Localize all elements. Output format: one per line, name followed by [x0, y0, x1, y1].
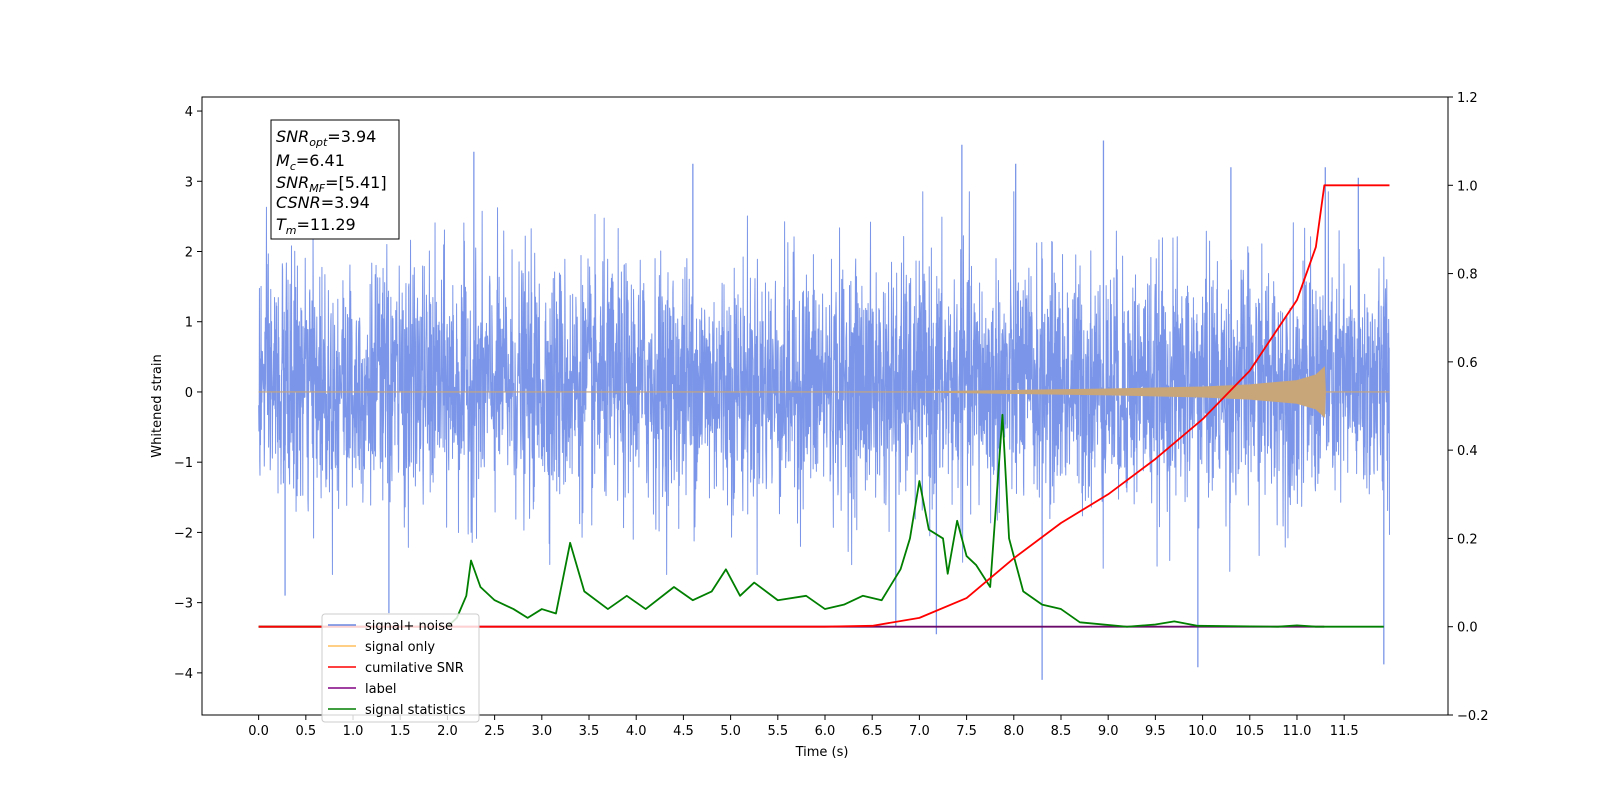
x-tick-label: 0.5: [295, 724, 316, 739]
info-box-frame: [270, 119, 400, 240]
info-line-snr-opt: SNRopt=3.94: [276, 127, 376, 149]
x-tick-label: 3.0: [531, 724, 552, 739]
y-tick-label: 1: [185, 316, 193, 331]
legend-label-signal-noise: signal+ noise: [365, 619, 453, 634]
info-line-merger-time: Tm=11.29: [276, 215, 356, 237]
x-tick-label: 6.0: [815, 724, 836, 739]
x-tick-label: 10.5: [1235, 724, 1264, 739]
legend-frame: [321, 613, 480, 723]
signal-statistics-series: [258, 413, 1384, 628]
x-tick-label: 9.0: [1098, 724, 1119, 739]
legend-label-signal-statistics: signal statistics: [365, 703, 466, 718]
y-tick-label: −4: [174, 667, 193, 682]
signal-only-envelope: [258, 366, 1390, 418]
x-tick-label: 10.0: [1188, 724, 1217, 739]
y-tick-label: 3: [185, 175, 193, 190]
x-tick-label: 11.5: [1330, 724, 1359, 739]
legend-label-signal-only: signal only: [365, 640, 435, 655]
y-axis-ticks: 4 3 2 1 0 −1 −2 −3 −4: [174, 105, 202, 682]
y2-tick-label: −0.2: [1457, 709, 1489, 724]
y2-tick-label: 0.0: [1457, 621, 1478, 636]
cumulative-snr-series: [258, 184, 1390, 628]
x-tick-label: 5.5: [767, 724, 788, 739]
info-box: SNRopt=3.94 Mc=6.41 SNRMF=[5.41] CSNR=3.…: [270, 119, 400, 240]
x-tick-label: 3.5: [579, 724, 600, 739]
x-tick-label: 8.5: [1051, 724, 1072, 739]
legend: signal+ noise signal only cumilative SNR…: [321, 613, 480, 723]
y-tick-label: 0: [185, 386, 193, 401]
y2-tick-label: 1.2: [1457, 91, 1478, 106]
y2-tick-label: 0.6: [1457, 356, 1478, 371]
legend-label-cumulative-snr: cumilative SNR: [365, 661, 464, 676]
info-line-csnr: CSNR=3.94: [276, 193, 370, 212]
x-tick-label: 7.5: [956, 724, 977, 739]
signal-only-series: [258, 366, 1390, 418]
x-tick-label: 1.0: [343, 724, 364, 739]
x-tick-label: 0.0: [248, 724, 269, 739]
y2-tick-label: 0.2: [1457, 532, 1478, 547]
x-axis-label: Time (s): [795, 745, 849, 760]
signal-noise-line: [258, 191, 1390, 576]
y2-tick-label: 0.4: [1457, 444, 1478, 459]
x-tick-label: 2.5: [484, 724, 505, 739]
y-tick-label: −3: [174, 597, 193, 612]
cumulative-snr-line: [258, 184, 1390, 628]
x-tick-label: 8.0: [1003, 724, 1024, 739]
y2-axis-ticks: 1.2 1.0 0.8 0.6 0.4 0.2 0.0 −0.2: [1448, 91, 1489, 724]
x-tick-label: 4.0: [626, 724, 647, 739]
x-tick-label: 2.0: [437, 724, 458, 739]
x-tick-label: 7.0: [909, 724, 930, 739]
x-tick-label: 9.5: [1145, 724, 1166, 739]
x-tick-label: 11.0: [1282, 724, 1311, 739]
x-tick-label: 6.5: [862, 724, 883, 739]
x-tick-label: 5.0: [720, 724, 741, 739]
y-axis-label: Whitened strain: [150, 354, 165, 457]
x-axis-ticks: 0.0 0.5 1.0 1.5 2.0 2.5 3.0 3.5 4.0 4.5 5.0 5.5 6.0 6…: [248, 715, 1359, 739]
y2-tick-label: 1.0: [1457, 179, 1478, 194]
info-line-snr-mf: SNRMF=[5.41]: [276, 173, 387, 195]
y-tick-label: 4: [185, 105, 193, 120]
legend-label-label: label: [365, 682, 396, 697]
info-line-chirp-mass: Mc=6.41: [276, 151, 345, 173]
y-tick-label: −2: [174, 526, 193, 541]
y-tick-label: −1: [174, 456, 193, 471]
signal-statistics-line: [258, 413, 1384, 628]
y-tick-label: 2: [185, 246, 193, 261]
x-tick-label: 1.5: [390, 724, 411, 739]
y2-tick-label: 0.8: [1457, 268, 1478, 283]
signal-noise-series: [258, 140, 1390, 680]
x-tick-label: 4.5: [673, 724, 694, 739]
